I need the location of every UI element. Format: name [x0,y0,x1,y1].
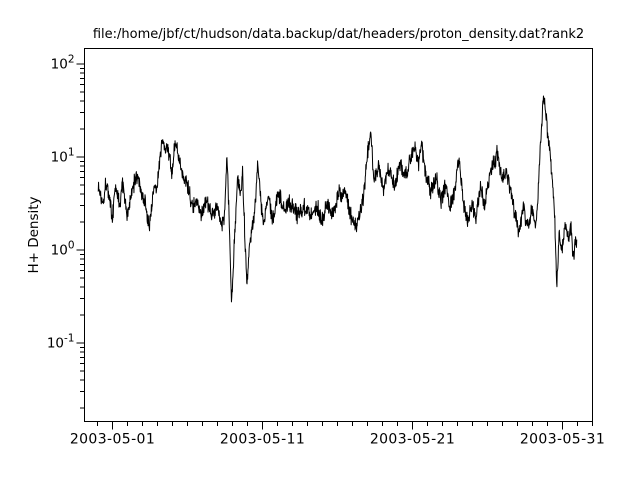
plot-title: file:/home/jbf/ct/hudson/data.backup/dat… [92,27,585,42]
x-tick-label: 2003-05-01 [70,432,155,448]
y-tick-label: 102 [51,54,75,73]
y-tick-label: 10-1 [47,333,75,352]
x-tick-label: 2003-05-31 [520,432,605,448]
y-axis[interactable]: 102 101 100 10-1 [47,54,85,409]
data-series-line [97,95,578,303]
x-tick-label: 2003-05-11 [220,432,305,448]
plot-area[interactable] [84,48,593,422]
data-series [97,95,578,303]
y-tick-label: 101 [51,147,75,166]
plot-frame [84,48,593,422]
x-axis[interactable]: 2003-05-01 2003-05-11 2003-05-21 2003-05-31 [70,421,605,448]
y-tick-label: 100 [51,240,75,259]
x-tick-label: 2003-05-21 [370,432,455,448]
